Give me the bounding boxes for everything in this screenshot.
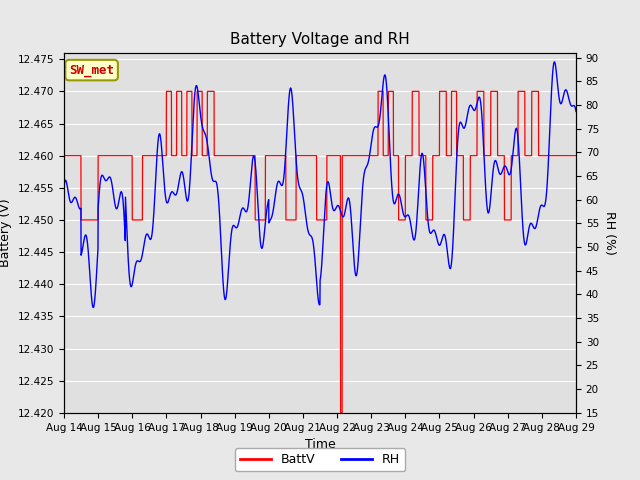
Y-axis label: Battery (V): Battery (V) xyxy=(0,199,12,267)
Legend: BattV, RH: BattV, RH xyxy=(235,448,405,471)
BattV xyxy=(257,217,264,223)
Line: RH: RH xyxy=(64,62,576,308)
RH xyxy=(550,59,558,65)
BattV xyxy=(508,217,515,223)
BattV xyxy=(163,88,170,94)
BattV xyxy=(279,153,287,158)
BattV xyxy=(572,153,580,158)
RH xyxy=(90,305,97,311)
RH xyxy=(572,108,580,114)
RH xyxy=(563,87,570,93)
BattV xyxy=(149,153,157,158)
RH xyxy=(507,168,515,173)
Text: SW_met: SW_met xyxy=(69,64,114,77)
RH xyxy=(60,184,68,190)
BattV xyxy=(337,410,344,416)
BattV xyxy=(60,153,68,158)
BattV xyxy=(118,153,126,158)
BattV xyxy=(563,153,570,158)
RH xyxy=(149,222,157,228)
Title: Battery Voltage and RH: Battery Voltage and RH xyxy=(230,33,410,48)
Line: BattV: BattV xyxy=(64,91,576,413)
X-axis label: Time: Time xyxy=(305,438,335,451)
RH xyxy=(257,240,264,246)
RH xyxy=(279,181,287,187)
RH xyxy=(118,194,126,200)
Y-axis label: RH (%): RH (%) xyxy=(603,211,616,255)
